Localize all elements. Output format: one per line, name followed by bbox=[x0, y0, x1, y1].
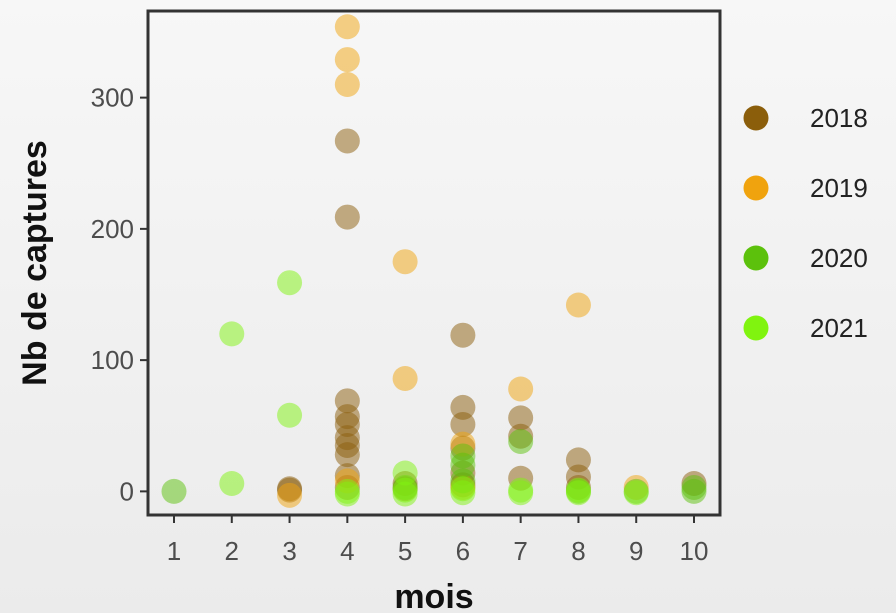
data-point-2019 bbox=[334, 14, 360, 40]
data-point-2020 bbox=[681, 478, 707, 504]
data-point-2018 bbox=[334, 128, 360, 154]
legend-label-2021: 2021 bbox=[810, 313, 868, 343]
data-points bbox=[161, 14, 707, 508]
legend-key-2019 bbox=[743, 175, 769, 201]
data-point-2021 bbox=[565, 480, 591, 506]
data-point-2021 bbox=[392, 481, 418, 507]
data-point-2018 bbox=[450, 411, 476, 437]
x-tick-label: 6 bbox=[456, 536, 470, 566]
legend: 2018 2019 2020 2021 bbox=[743, 103, 868, 343]
data-point-2018 bbox=[450, 322, 476, 348]
data-point-2021 bbox=[623, 480, 649, 506]
x-tick-label: 4 bbox=[340, 536, 354, 566]
legend-label-2019: 2019 bbox=[810, 173, 868, 203]
legend-key-2021 bbox=[743, 315, 769, 341]
x-tick-label: 3 bbox=[282, 536, 296, 566]
plot-panel bbox=[146, 9, 722, 517]
data-point-2021 bbox=[219, 321, 245, 347]
data-point-2021 bbox=[277, 270, 303, 296]
data-point-2021 bbox=[508, 480, 534, 506]
data-point-2019 bbox=[392, 366, 418, 391]
data-point-2018 bbox=[334, 204, 360, 230]
y-axis-title: Nb de captures bbox=[16, 140, 54, 386]
legend-key-2018 bbox=[743, 105, 769, 131]
legend-key-2020 bbox=[743, 245, 769, 271]
data-point-2018 bbox=[508, 405, 534, 431]
x-tick-label: 9 bbox=[629, 536, 643, 566]
data-point-2019 bbox=[392, 249, 418, 275]
data-point-2019 bbox=[334, 47, 360, 73]
x-tick-label: 7 bbox=[513, 536, 527, 566]
legend-label-2018: 2018 bbox=[810, 103, 868, 133]
data-point-2018 bbox=[334, 442, 360, 468]
data-point-2020 bbox=[508, 429, 534, 454]
data-point-2021 bbox=[219, 471, 245, 496]
data-point-2020 bbox=[161, 478, 187, 504]
y-tick-label: 200 bbox=[91, 214, 134, 244]
y-tick-label: 300 bbox=[91, 83, 134, 113]
legend-label-2020: 2020 bbox=[810, 243, 868, 273]
x-axis-title: mois bbox=[394, 578, 473, 613]
data-point-2019 bbox=[334, 72, 360, 97]
x-tick-label: 2 bbox=[225, 536, 239, 566]
y-tick-label: 0 bbox=[120, 476, 134, 506]
x-tick-label: 5 bbox=[398, 536, 412, 566]
data-point-2019 bbox=[508, 376, 534, 402]
x-tick-label: 10 bbox=[680, 536, 709, 566]
data-point-2021 bbox=[277, 402, 303, 428]
data-point-2021 bbox=[450, 480, 476, 506]
data-point-2021 bbox=[334, 481, 360, 507]
x-tick-label: 8 bbox=[571, 536, 585, 566]
data-point-2019 bbox=[277, 482, 303, 508]
data-point-2019 bbox=[565, 292, 591, 318]
x-tick-label: 1 bbox=[167, 536, 181, 566]
y-tick-label: 100 bbox=[91, 345, 134, 375]
